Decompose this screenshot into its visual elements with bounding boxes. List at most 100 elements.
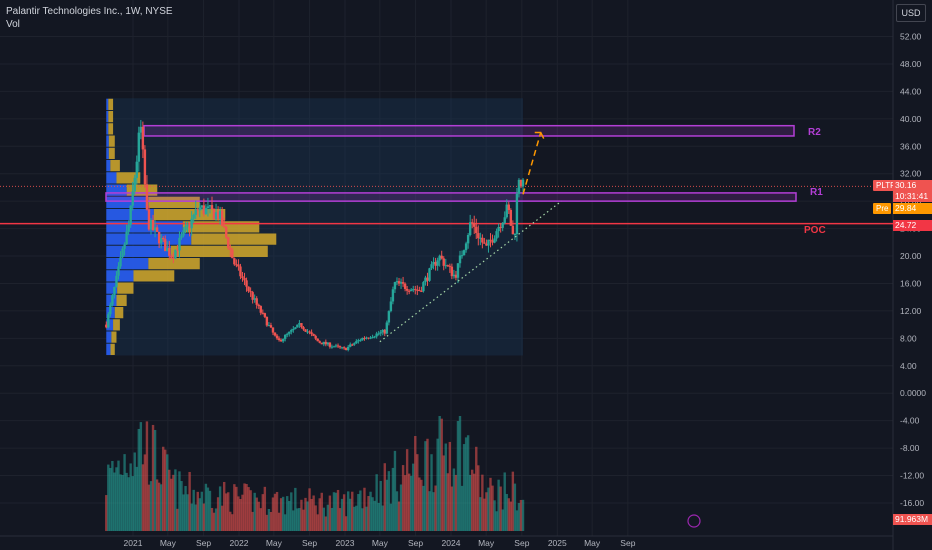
volume-bar	[290, 492, 293, 531]
candle-body	[456, 263, 460, 278]
volume-bar	[184, 486, 187, 531]
candle-body	[328, 342, 332, 347]
volume-bar	[204, 483, 208, 531]
candle-body	[267, 325, 271, 327]
y-tick-label: 16.00	[900, 278, 922, 288]
candle-body	[383, 329, 386, 334]
volume-bar	[416, 454, 419, 531]
volume-bar	[391, 467, 395, 531]
volume-bar	[458, 416, 462, 531]
volume-bar	[507, 498, 510, 531]
volume-bar	[334, 492, 338, 531]
volume-bar	[460, 485, 464, 531]
candle-body	[340, 347, 344, 349]
profile-bar-down	[133, 270, 175, 282]
volume-bar	[237, 496, 240, 531]
candle-body	[454, 274, 458, 278]
volume-bar	[468, 474, 472, 531]
volume-bar	[202, 503, 206, 531]
volume-bar	[243, 483, 246, 531]
volume-bar	[432, 492, 435, 531]
volume-bar	[188, 471, 191, 531]
candle-body	[381, 329, 384, 333]
volume-bar	[119, 474, 122, 531]
volume-bar	[286, 496, 289, 531]
candle-body	[257, 304, 260, 307]
volume-bar	[310, 498, 313, 531]
volume-bar	[495, 511, 498, 531]
profile-bar-up	[106, 135, 109, 147]
volume-bar	[137, 428, 141, 531]
volume-bar	[261, 494, 265, 531]
volume-bar	[123, 454, 126, 531]
candle-body	[239, 266, 242, 277]
volume-bar	[245, 483, 248, 531]
volume-bar	[194, 504, 197, 531]
candle-body	[475, 226, 478, 234]
volume-bar	[176, 508, 179, 531]
volume-bar	[131, 476, 134, 531]
candle-body	[113, 286, 116, 296]
candle-body	[261, 312, 265, 314]
bar-countdown: 10:31:41	[895, 191, 929, 201]
candle-body	[249, 291, 252, 293]
candle-body	[497, 226, 500, 232]
volume-bar	[212, 512, 216, 531]
candle-body	[418, 290, 421, 292]
profile-bar-down	[148, 196, 200, 208]
volume-bar	[397, 501, 401, 531]
y-tick-label: 48.00	[900, 59, 922, 69]
candle-body	[212, 209, 216, 220]
x-tick-label: Sep	[514, 538, 529, 548]
candle-body	[332, 346, 336, 348]
volume-bar	[218, 486, 222, 531]
candle-body	[450, 266, 454, 277]
volume-bar	[436, 438, 439, 531]
volume-bar	[257, 501, 260, 531]
volume-bar	[304, 497, 307, 531]
candle-body	[379, 332, 382, 334]
candle-body	[428, 268, 431, 281]
volume-bar	[178, 471, 181, 531]
volume-bar	[255, 497, 258, 531]
volume-bar	[279, 498, 283, 531]
candle-body	[464, 243, 468, 251]
volume-bar	[349, 498, 352, 531]
x-tick-label: May	[478, 538, 495, 548]
volume-bar	[200, 491, 204, 531]
volume-bar	[233, 484, 236, 531]
candle-body	[363, 337, 366, 339]
candle-body	[174, 249, 177, 259]
candle-body	[123, 244, 126, 249]
profile-bar-up	[106, 343, 111, 355]
volume-bar	[501, 509, 504, 531]
candle-body	[509, 210, 513, 226]
candle-body	[304, 329, 307, 332]
candle-body	[377, 333, 380, 335]
currency-button[interactable]: USD	[896, 4, 926, 22]
y-tick-label: -4.00	[900, 416, 920, 426]
volume-bar	[306, 501, 309, 531]
level-label-poc: POC	[804, 225, 826, 236]
candle-body	[115, 275, 118, 287]
candle-body	[446, 265, 450, 267]
volume-bar	[239, 499, 242, 531]
lightning-icon	[687, 514, 701, 528]
candle-body	[412, 289, 415, 291]
candle-body	[513, 234, 517, 236]
volume-bar	[462, 444, 466, 531]
candle-body	[438, 255, 441, 261]
projection-arrowhead	[534, 131, 545, 139]
volume-bar	[401, 465, 405, 531]
volume-bar	[442, 455, 445, 531]
candle-body	[410, 289, 413, 291]
profile-bar-up	[106, 245, 171, 257]
candle-body	[373, 336, 376, 338]
candle-body	[127, 224, 130, 232]
volume-bar	[324, 516, 328, 531]
profile-bar-down	[110, 159, 120, 172]
profile-bar-down	[117, 282, 134, 294]
volume-bar	[143, 454, 147, 531]
candle-body	[277, 338, 281, 341]
